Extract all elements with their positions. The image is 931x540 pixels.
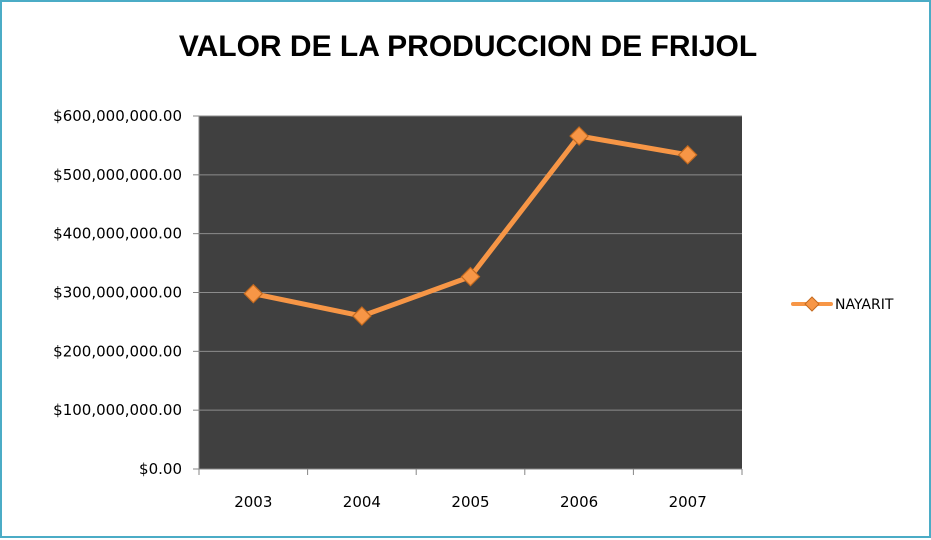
data-point-marker bbox=[352, 306, 372, 326]
x-tick-label: 2005 bbox=[451, 493, 489, 511]
y-tick-label: $0.00 bbox=[139, 460, 182, 478]
y-axis-tick-labels: $0.00 $100,000,000.00 $200,000,000.00 $300,… bbox=[53, 107, 182, 478]
axes bbox=[193, 115, 743, 475]
x-tick-label: 2004 bbox=[343, 493, 381, 511]
x-tick-label: 2003 bbox=[234, 493, 272, 511]
y-tick-label: $600,000,000.00 bbox=[53, 107, 182, 125]
y-tick-label: $300,000,000.00 bbox=[53, 284, 182, 302]
legend-marker-swatch bbox=[804, 296, 820, 312]
data-point-marker bbox=[569, 126, 589, 146]
legend: NAYARIT bbox=[791, 296, 894, 313]
y-tick-label: $400,000,000.00 bbox=[53, 225, 182, 243]
data-point-marker bbox=[460, 266, 481, 287]
legend-label: NAYARIT bbox=[835, 297, 894, 313]
data-point-marker bbox=[677, 144, 698, 165]
chart-title: VALOR DE LA PRODUCCION DE FRIJOL bbox=[179, 30, 757, 63]
x-tick-label: 2006 bbox=[560, 493, 598, 511]
gridlines bbox=[199, 115, 742, 411]
y-tick-label: $500,000,000.00 bbox=[53, 166, 182, 184]
x-tick-label: 2007 bbox=[669, 493, 707, 511]
y-tick-label: $100,000,000.00 bbox=[53, 401, 182, 419]
y-tick-label: $200,000,000.00 bbox=[53, 342, 182, 360]
data-point-marker bbox=[243, 283, 264, 304]
x-axis-tick-labels: 2003 2004 2005 2006 2007 bbox=[234, 493, 707, 511]
series-layer bbox=[243, 126, 698, 326]
